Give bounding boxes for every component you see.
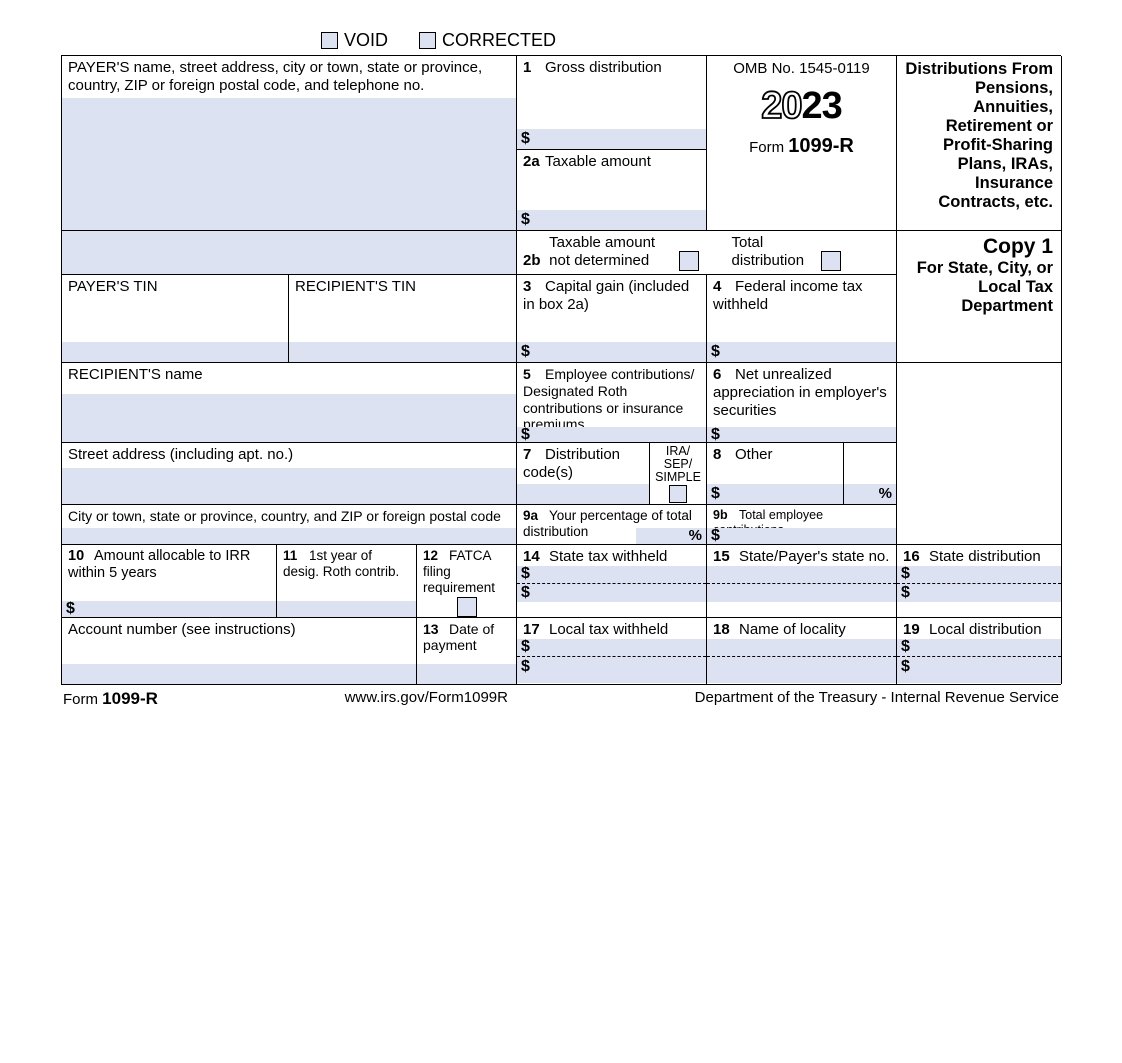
box-2b-not-determined-label: Taxable amount not determined: [549, 234, 669, 270]
form-title: Distributions From Pensions, Annuities, …: [903, 60, 1053, 212]
box-19-label: Local distribution: [929, 621, 1042, 638]
copy-subtitle: For State, City, or Local Tax Department: [903, 259, 1053, 316]
box-2b-not-determined-checkbox[interactable]: [679, 251, 699, 271]
box-10-11-12-cell: 10Amount allocable to IRR within 5 years…: [62, 545, 517, 618]
street-label: Street address (including apt. no.): [62, 443, 516, 464]
omb-year-cell: OMB No. 1545-0119 2023 Form 1099-R: [707, 56, 897, 231]
box-7-ira-label: IRA/ SEP/ SIMPLE: [650, 445, 706, 484]
box-9b-cell: 9bTotal employee contributions $: [707, 505, 897, 545]
dollar-sign: $: [517, 129, 530, 149]
box-4-cell: 4Federal income tax withheld $: [707, 275, 897, 363]
box-2b-total-dist-checkbox[interactable]: [821, 251, 841, 271]
form-title-cell: Distributions From Pensions, Annuities, …: [897, 56, 1062, 231]
tins-cell: PAYER'S TIN RECIPIENT'S TIN: [62, 275, 517, 363]
copy-title: Copy 1: [903, 235, 1053, 259]
footer-url: www.irs.gov/Form1099R: [345, 689, 508, 709]
box-2b-cell: 2b Taxable amount not determined Total d…: [517, 231, 897, 275]
box-16-cell: 16State distribution $ $: [897, 545, 1062, 618]
copy-designation-cell: Copy 1 For State, City, or Local Tax Dep…: [897, 231, 1062, 363]
box-18-cell: 18Name of locality: [707, 618, 897, 684]
box-7-cell: 7Distribution code(s) IRA/ SEP/ SIMPLE: [517, 443, 707, 505]
box-10-label: Amount allocable to IRR within 5 years: [68, 548, 250, 581]
box-6-label: Net unrealized appreciation in employer'…: [713, 366, 887, 419]
box-5-label: Employee contributions/ Designated Roth …: [523, 366, 694, 432]
street-cell: Street address (including apt. no.): [62, 443, 517, 505]
box-7-ira-checkbox[interactable]: [669, 485, 687, 503]
payer-info-cell: PAYER'S name, street address, city or to…: [62, 56, 517, 231]
payer-tin-label: PAYER'S TIN: [62, 275, 288, 296]
footer: Form 1099-R www.irs.gov/Form1099R Depart…: [61, 685, 1061, 713]
acct-13-cell: Account number (see instructions) 13Date…: [62, 618, 517, 684]
box-3-cell: 3Capital gain (included in box 2a) $: [517, 275, 707, 363]
box-5-cell: 5Employee contributions/ Designated Roth…: [517, 363, 707, 443]
corrected-label: CORRECTED: [442, 30, 556, 50]
box-15-label: State/Payer's state no.: [739, 548, 889, 565]
box-3-label: Capital gain (included in box 2a): [523, 278, 689, 313]
box-2b-total-dist-label: Total distribution: [732, 234, 817, 270]
city-cell: City or town, state or province, country…: [62, 505, 517, 545]
top-checkboxes: VOID CORRECTED: [61, 30, 1061, 55]
box-2a-label: Taxable amount: [545, 153, 651, 170]
box-4-label: Federal income tax withheld: [713, 278, 863, 313]
box-18-label: Name of locality: [739, 621, 846, 638]
void-checkbox[interactable]: [321, 32, 338, 49]
account-number-label: Account number (see instructions): [62, 618, 416, 639]
form-number-line: Form 1099-R: [707, 134, 896, 158]
recipient-name-label: RECIPIENT'S name: [62, 363, 516, 384]
box-1-cell: 1Gross distribution $: [517, 56, 707, 150]
box-17-cell: 17Local tax withheld $ $: [517, 618, 707, 684]
void-label: VOID: [344, 30, 388, 50]
city-label: City or town, state or province, country…: [62, 505, 516, 525]
box-6-cell: 6Net unrealized appreciation in employer…: [707, 363, 897, 443]
omb-number: OMB No. 1545-0119: [707, 56, 896, 78]
payer-info-label: PAYER'S name, street address, city or to…: [62, 56, 516, 95]
form-1099r: PAYER'S name, street address, city or to…: [61, 55, 1061, 685]
tax-year: 2023: [707, 84, 896, 130]
box-17-label: Local tax withheld: [549, 621, 668, 638]
box-16-label: State distribution: [929, 548, 1041, 565]
corrected-checkbox[interactable]: [419, 32, 436, 49]
box-14-label: State tax withheld: [549, 548, 667, 565]
box-8-label: Other: [735, 446, 773, 463]
right-blank-1: [897, 363, 1062, 545]
box-14-cell: 14State tax withheld $ $: [517, 545, 707, 618]
payer-info-extra: [62, 231, 517, 275]
footer-dept: Department of the Treasury - Internal Re…: [695, 689, 1059, 709]
box-19-cell: 19Local distribution $ $: [897, 618, 1062, 684]
footer-form: Form 1099-R: [63, 689, 158, 709]
recipient-name-cell: RECIPIENT'S name: [62, 363, 517, 443]
box-8-cell: 8Other $ %: [707, 443, 897, 505]
recipient-tin-label: RECIPIENT'S TIN: [289, 275, 516, 296]
box-9a-cell: 9aYour percentage of total distribution …: [517, 505, 707, 545]
box-2a-cell: 2aTaxable amount $: [517, 150, 707, 232]
box-15-cell: 15State/Payer's state no.: [707, 545, 897, 618]
box-1-label: Gross distribution: [545, 59, 662, 76]
box-12-checkbox[interactable]: [457, 597, 477, 617]
